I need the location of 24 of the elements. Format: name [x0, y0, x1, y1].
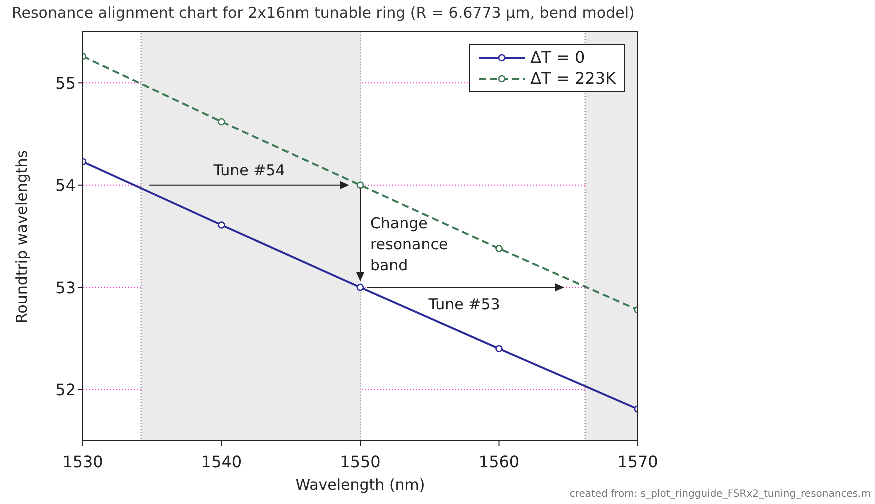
legend-label: ΔT = 223K — [530, 68, 616, 89]
x-tick-label: 1530 — [62, 452, 104, 472]
point — [496, 245, 503, 252]
x-tick-label: 1540 — [201, 452, 242, 472]
x-axis-title: Wavelength (nm) — [296, 476, 426, 494]
annotation: Tune #54 — [212, 161, 286, 180]
x-tick-label: 1550 — [340, 452, 381, 472]
point — [496, 345, 503, 353]
x-tick-label: 1570 — [618, 452, 658, 472]
chart-title: Resonance alignment chart for 2x16nm tunable ring (R = 6.6773 µm, bend model) — [12, 4, 635, 22]
y-tick-label: 54 — [56, 176, 76, 196]
annotation: Tune #53 — [428, 296, 500, 314]
y-tick-label: 52 — [56, 380, 76, 400]
point — [356, 182, 364, 190]
text: created from: s_plot_ringguide_FSRx2_tuning_resonances.m — [570, 489, 871, 500]
annotation: Change resonance band — [370, 214, 448, 274]
point — [356, 284, 364, 292]
y-tick-label: 55 — [56, 74, 76, 93]
y-axis-title: Roundtrip wavelengths — [13, 150, 31, 324]
x-tick-label: 1560 — [478, 452, 520, 472]
point — [218, 222, 226, 229]
legend-label: ΔT = 0 — [530, 47, 586, 68]
y-tick-label: 53 — [56, 278, 76, 298]
point — [218, 118, 226, 126]
